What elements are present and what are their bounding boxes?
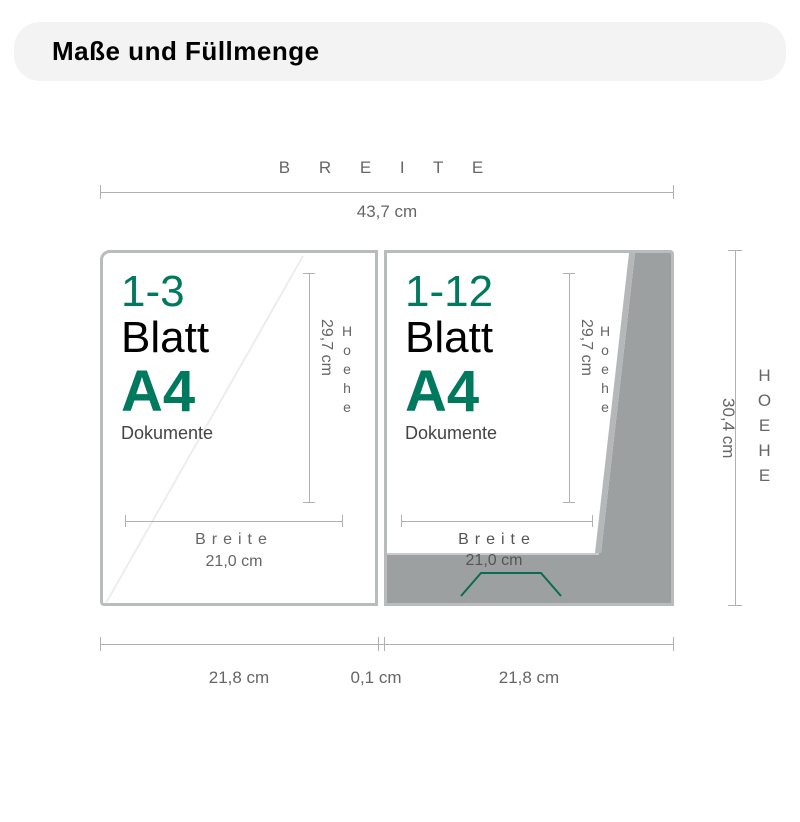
- panel-left-inner-height-bar: [309, 273, 310, 503]
- panel-left-range: 1-3: [121, 269, 291, 315]
- panel-right-format: A4: [405, 363, 575, 421]
- panel-right-inner-height-label: Hoehe: [597, 323, 613, 418]
- panel-left-dokumente: Dokumente: [121, 423, 291, 444]
- panel-right-dokumente: Dokumente: [405, 423, 575, 444]
- panel-left-inner-height-value: 29,7 cm: [317, 319, 335, 376]
- panel-right-text: 1-12 Blatt A4 Dokumente: [405, 269, 575, 444]
- panel-right-inner-width-bar: [401, 521, 593, 522]
- panel-left-inner-width-label: Breite: [125, 531, 343, 549]
- panel-right-range: 1-12: [405, 269, 575, 315]
- panel-left-inner-width-bar: [125, 521, 343, 522]
- bottom-width-bar: [100, 644, 674, 645]
- page-title: Maße und Füllmenge: [52, 36, 748, 67]
- panel-left-inner-width-value: 21,0 cm: [125, 553, 343, 571]
- panel-gap: [379, 250, 383, 606]
- panel-right-blatt: Blatt: [405, 315, 575, 361]
- panel-right-inner-width-label: Breite: [401, 531, 593, 549]
- diagram: B R E I T E 43,7 cm 30,4 cm HOEHE 1-3 Bl…: [0, 132, 800, 812]
- panel-left-inner-height-label: Hoehe: [339, 323, 355, 418]
- overall-height-label: HOEHE: [754, 250, 774, 606]
- panel-left: 1-3 Blatt A4 Dokumente 29,7 cm Hoehe Bre…: [100, 250, 378, 606]
- folder: 1-3 Blatt A4 Dokumente 29,7 cm Hoehe Bre…: [100, 250, 674, 606]
- overall-width-value: 43,7 cm: [100, 202, 674, 222]
- overall-width-label: B R E I T E: [100, 158, 674, 178]
- overall-height-value: 30,4 cm: [718, 250, 738, 606]
- header: Maße und Füllmenge: [14, 22, 786, 81]
- panel-left-format: A4: [121, 363, 291, 421]
- panel-right-inner-height-value: 29,7 cm: [577, 319, 595, 376]
- panel-right-inner-height-bar: [569, 273, 570, 503]
- bottom-seg-right: 21,8 cm: [384, 668, 674, 688]
- panel-left-text: 1-3 Blatt A4 Dokumente: [121, 269, 291, 444]
- panel-left-blatt: Blatt: [121, 315, 291, 361]
- overall-width-bar: [100, 192, 674, 193]
- panel-right-inner-width-value: 21,0 cm: [398, 552, 590, 570]
